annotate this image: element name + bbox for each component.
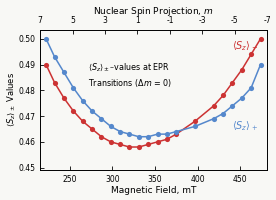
- Point: [249, 53, 253, 56]
- Point: [80, 120, 85, 123]
- Point: [146, 143, 150, 146]
- Point: [230, 104, 235, 107]
- Y-axis label: $\langle S_z \rangle_\pm$ Values: $\langle S_z \rangle_\pm$ Values: [5, 73, 17, 127]
- Point: [249, 86, 253, 89]
- Point: [62, 71, 66, 74]
- Point: [258, 37, 263, 40]
- Point: [71, 86, 76, 89]
- Point: [155, 140, 160, 143]
- Point: [52, 81, 57, 84]
- Point: [127, 145, 132, 149]
- Point: [165, 138, 169, 141]
- Text: $\langle S_z \rangle_-$: $\langle S_z \rangle_-$: [232, 39, 258, 53]
- Text: $\langle S_z \rangle_\pm$–values at EPR
Transitions ($\Delta m$ = 0): $\langle S_z \rangle_\pm$–values at EPR …: [88, 61, 172, 89]
- Point: [62, 96, 66, 100]
- Point: [44, 63, 48, 66]
- Point: [52, 55, 57, 58]
- Point: [90, 127, 94, 131]
- Point: [137, 145, 141, 149]
- Text: $\langle S_z \rangle_+$: $\langle S_z \rangle_+$: [232, 120, 258, 133]
- Point: [258, 63, 263, 66]
- Point: [44, 37, 48, 40]
- Point: [80, 99, 85, 102]
- Point: [137, 135, 141, 138]
- Point: [127, 133, 132, 136]
- Point: [240, 68, 244, 71]
- Point: [108, 140, 113, 143]
- X-axis label: Magnetic Field, mT: Magnetic Field, mT: [111, 186, 197, 195]
- Point: [118, 143, 122, 146]
- Point: [221, 112, 225, 115]
- Point: [211, 104, 216, 107]
- Point: [99, 135, 104, 138]
- Point: [146, 135, 150, 138]
- Point: [90, 109, 94, 113]
- Point: [118, 130, 122, 133]
- Point: [240, 96, 244, 100]
- Point: [211, 117, 216, 120]
- Point: [193, 120, 197, 123]
- Point: [230, 81, 235, 84]
- Point: [174, 133, 179, 136]
- Point: [174, 130, 179, 133]
- X-axis label: Nuclear Spin Projection, $m$: Nuclear Spin Projection, $m$: [93, 5, 214, 18]
- Point: [71, 109, 76, 113]
- Point: [155, 133, 160, 136]
- Point: [99, 117, 104, 120]
- Point: [193, 125, 197, 128]
- Point: [221, 94, 225, 97]
- Point: [108, 125, 113, 128]
- Point: [165, 133, 169, 136]
